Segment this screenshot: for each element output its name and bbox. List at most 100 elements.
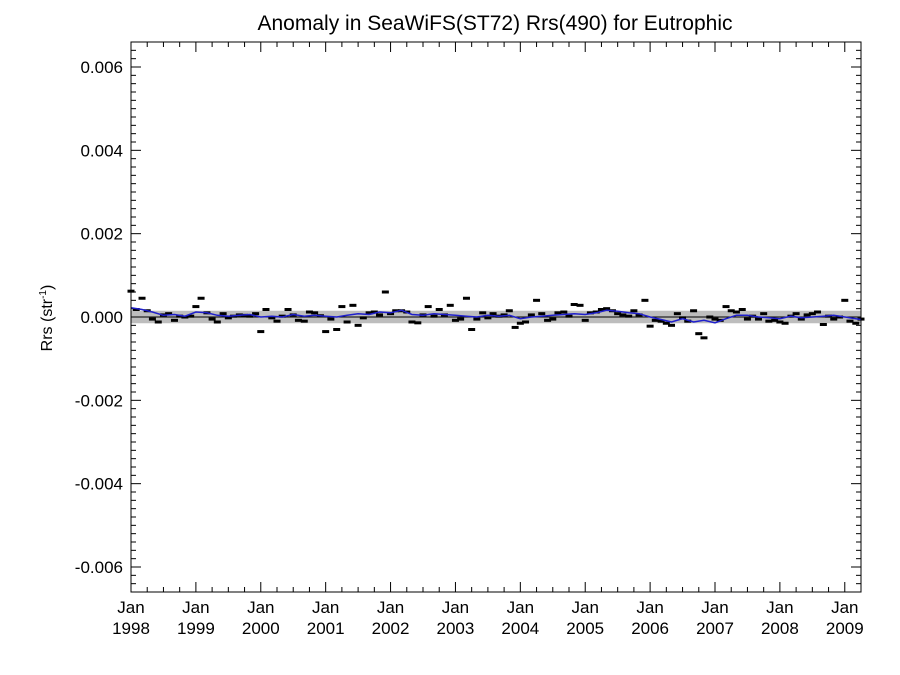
data-point: [165, 312, 173, 316]
data-point: [722, 305, 730, 309]
data-point: [603, 307, 611, 311]
data-point: [462, 296, 470, 300]
data-point: [359, 316, 367, 320]
data-point: [294, 318, 302, 322]
data-point: [635, 313, 643, 317]
data-point: [549, 317, 557, 321]
data-point: [511, 325, 519, 329]
data-point: [268, 316, 276, 320]
data-point: [651, 318, 659, 322]
data-point: [560, 310, 568, 314]
data-point: [695, 332, 703, 336]
data-point: [252, 312, 260, 316]
y-tick-label: 0.002: [80, 225, 123, 244]
data-point: [311, 311, 319, 315]
data-point: [776, 320, 784, 324]
x-tick-label-month: Jan: [831, 598, 858, 617]
data-point: [451, 318, 459, 322]
data-point: [673, 312, 681, 316]
data-point: [614, 312, 622, 316]
data-point: [527, 313, 535, 317]
data-point: [662, 321, 670, 325]
data-point: [586, 311, 594, 315]
y-tick-label: -0.002: [75, 391, 123, 410]
y-tick-label: 0.006: [80, 58, 123, 77]
x-tick-label-year: 2003: [437, 619, 475, 638]
data-point: [435, 308, 443, 311]
data-point: [754, 317, 762, 321]
data-point: [365, 311, 373, 315]
data-point: [554, 311, 562, 315]
data-point: [376, 313, 384, 317]
data-point: [619, 313, 627, 317]
x-tick-label-year: 2005: [566, 619, 604, 638]
x-tick-label-year: 2001: [307, 619, 345, 638]
data-point: [700, 336, 708, 340]
data-point: [690, 309, 698, 313]
series-line: [130, 307, 862, 324]
data-point: [300, 319, 308, 323]
data-point: [284, 308, 292, 311]
data-point: [538, 312, 546, 316]
x-tick-label-month: Jan: [766, 598, 793, 617]
plot-frame: [130, 41, 862, 593]
data-point: [333, 328, 341, 331]
data-point: [781, 321, 789, 325]
data-point: [711, 317, 719, 321]
x-tick-label-month: Jan: [442, 598, 469, 617]
x-tick-label-month: Jan: [312, 598, 339, 617]
data-point: [841, 298, 849, 302]
data-point: [489, 312, 497, 316]
data-point: [646, 324, 654, 328]
x-tick-label-year: 1999: [177, 619, 215, 638]
data-point: [808, 312, 816, 316]
data-point: [479, 311, 487, 315]
data-point: [533, 298, 541, 302]
data-point: [154, 320, 162, 324]
data-point: [803, 313, 811, 317]
y-axis-label-close: ): [39, 285, 56, 290]
data-point: [500, 313, 508, 317]
x-tick-label-month: Jan: [182, 598, 209, 617]
data-point: [668, 323, 676, 327]
data-point: [322, 330, 330, 334]
data-point: [852, 321, 860, 325]
data-point: [338, 305, 346, 309]
data-point: [278, 314, 286, 318]
data-point: [354, 323, 362, 327]
data-point: [565, 314, 573, 318]
data-point: [597, 308, 605, 311]
data-point: [257, 330, 265, 334]
data-point: [343, 320, 351, 324]
y-tick-label: -0.004: [75, 475, 123, 494]
data-point: [213, 320, 221, 324]
data-point: [738, 308, 746, 311]
x-tick-labels: Jan 1998 Jan 1999 Jan 2000 Jan 2001 Jan 2002 Jan 20…: [112, 598, 864, 638]
data-point: [473, 317, 481, 321]
data-point: [846, 319, 854, 323]
data-point: [392, 309, 400, 313]
data-point: [641, 298, 649, 302]
data-point: [814, 310, 822, 314]
data-point: [132, 308, 140, 311]
data-point: [457, 317, 465, 321]
data-point: [684, 319, 692, 323]
y-axis-label-main: Rrs (str: [39, 298, 56, 351]
data-point: [468, 328, 476, 331]
data-point: [430, 314, 438, 318]
data-point: [581, 318, 589, 322]
data-point: [544, 318, 552, 322]
data-point: [262, 308, 270, 311]
y-axis-label: Rrs (str-1): [38, 285, 56, 352]
chart-title: Anomaly in SeaWiFS(ST72) Rrs(490) for Eu…: [258, 12, 733, 35]
data-point: [830, 317, 838, 321]
data-point: [305, 310, 313, 314]
data-point: [570, 303, 578, 306]
data-point: [197, 296, 205, 300]
data-point: [138, 296, 146, 300]
data-point: [192, 305, 200, 309]
data-point: [592, 310, 600, 314]
data-point: [706, 315, 714, 319]
data-point: [381, 290, 389, 294]
